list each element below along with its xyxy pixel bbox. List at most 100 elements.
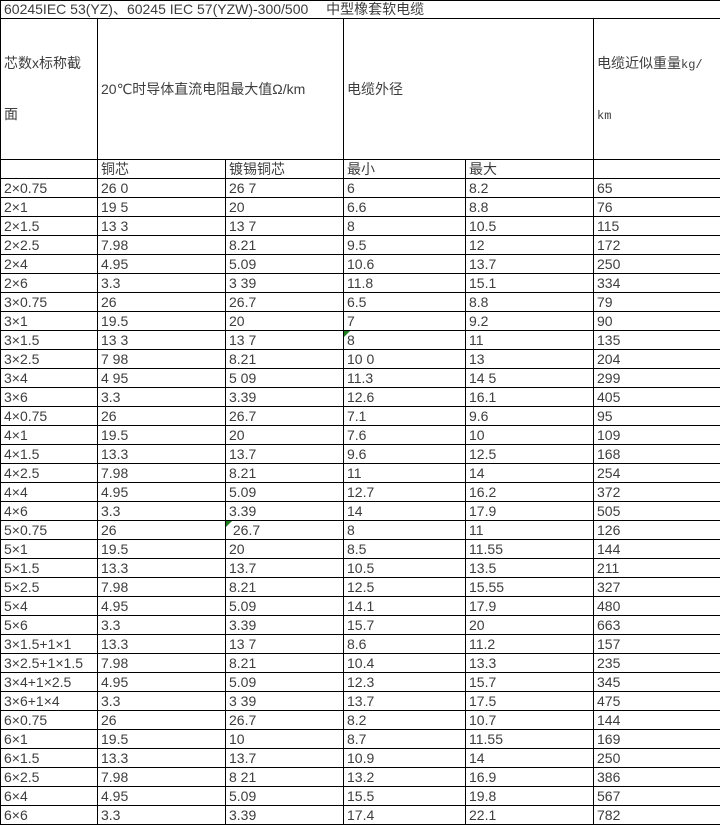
cell-weight: 115: [594, 217, 720, 236]
cell-tinned: 13.7: [226, 749, 344, 768]
cell-min: 10 0: [344, 350, 466, 369]
cell-copper: 19 5: [98, 198, 226, 217]
cell-copper: 26 0: [98, 179, 226, 198]
cell-spec: 2×4: [1, 255, 98, 274]
cell-copper: 19.5: [98, 426, 226, 445]
cell-max: 15.1: [466, 274, 594, 293]
cell-copper: 4.95: [98, 673, 226, 692]
cell-tinned: 8.21: [226, 654, 344, 673]
cell-max: 22.1: [466, 806, 594, 825]
cell-min: 8.5: [344, 540, 466, 559]
cell-copper: 13.3: [98, 749, 226, 768]
cell-max: 15.55: [466, 578, 594, 597]
header-approx-weight-unit1: kg/: [681, 58, 703, 72]
cell-copper: 13.3: [98, 559, 226, 578]
cell-min: 12.7: [344, 483, 466, 502]
cell-min: 17.4: [344, 806, 466, 825]
cell-copper: 7.98: [98, 768, 226, 787]
cell-weight: 345: [594, 673, 720, 692]
cell-weight: 372: [594, 483, 720, 502]
cell-copper: 13.3: [98, 635, 226, 654]
cell-min: 14: [344, 502, 466, 521]
subheader-row: 铜芯 镀锡铜芯 最小 最大: [1, 160, 720, 179]
cell-copper: 3.3: [98, 274, 226, 293]
cell-max: 9.6: [466, 407, 594, 426]
cell-tinned: 3 39: [226, 274, 344, 293]
header-core-size-line2: 面: [4, 106, 95, 123]
cell-spec: 6×4: [1, 787, 98, 806]
cell-weight: 79: [594, 293, 720, 312]
cell-copper: 19.5: [98, 540, 226, 559]
cell-min: 14.1: [344, 597, 466, 616]
cell-min: 13.7: [344, 692, 466, 711]
subheader-tinned-copper: 镀锡铜芯: [226, 160, 344, 179]
cell-min: 6: [344, 179, 466, 198]
cell-min: 8: [344, 331, 466, 350]
cell-tinned: 26.7: [226, 407, 344, 426]
cell-tinned: 5.09: [226, 597, 344, 616]
cell-copper: 7.98: [98, 578, 226, 597]
cell-weight: 172: [594, 236, 720, 255]
cell-min: 7: [344, 312, 466, 331]
cell-min: 10.4: [344, 654, 466, 673]
cell-max: 12: [466, 236, 594, 255]
cell-copper: 3.3: [98, 616, 226, 635]
cell-max: 16.1: [466, 388, 594, 407]
subheader-max: 最大: [466, 160, 594, 179]
cell-weight: 475: [594, 692, 720, 711]
cell-max: 11.2: [466, 635, 594, 654]
cell-copper: 7.98: [98, 236, 226, 255]
cell-copper: 7.98: [98, 654, 226, 673]
cell-weight: 90: [594, 312, 720, 331]
cell-weight: 144: [594, 540, 720, 559]
cell-spec: 4×1: [1, 426, 98, 445]
cell-spec: 3×1.5+1×1: [1, 635, 98, 654]
cell-min: 9.6: [344, 445, 466, 464]
cell-max: 12.5: [466, 445, 594, 464]
header-approx-weight-cjk: 电缆近似重量: [597, 55, 681, 71]
cell-weight: 76: [594, 198, 720, 217]
cell-max: 8.8: [466, 293, 594, 312]
cell-spec: 2×6: [1, 274, 98, 293]
cell-spec: 4×0.75: [1, 407, 98, 426]
cell-max: 10.7: [466, 711, 594, 730]
cell-tinned: 8.21: [226, 350, 344, 369]
cell-weight: 254: [594, 464, 720, 483]
table-header: 60245IEC 53(YZ)、60245 IEC 57(YZW)-300/50…: [1, 1, 720, 179]
cell-tinned: 20: [226, 426, 344, 445]
cell-spec: 6×1.5: [1, 749, 98, 768]
cell-weight: 169: [594, 730, 720, 749]
subheader-copper: 铜芯: [98, 160, 226, 179]
cell-max: 13.5: [466, 559, 594, 578]
number-stored-as-text-flag-icon: [344, 331, 350, 337]
cell-max: 16.2: [466, 483, 594, 502]
cell-tinned: 3.39: [226, 502, 344, 521]
cell-copper: 3.3: [98, 806, 226, 825]
cell-copper: 3.3: [98, 502, 226, 521]
cell-max: 20: [466, 616, 594, 635]
cell-min: 6.5: [344, 293, 466, 312]
cell-weight: 480: [594, 597, 720, 616]
subheader-empty-left: [1, 160, 98, 179]
cell-copper: 3.3: [98, 388, 226, 407]
cell-max: 14: [466, 464, 594, 483]
cell-max: 13.7: [466, 255, 594, 274]
cell-spec: 5×1: [1, 540, 98, 559]
cell-min: 12.3: [344, 673, 466, 692]
cell-max: 13: [466, 350, 594, 369]
cell-spec: 6×2.5: [1, 768, 98, 787]
cell-spec: 2×1: [1, 198, 98, 217]
cell-min: 12.5: [344, 578, 466, 597]
cell-copper: 26: [98, 521, 226, 540]
cell-min: 7.1: [344, 407, 466, 426]
cell-copper: 7.98: [98, 464, 226, 483]
cell-min: 8: [344, 521, 466, 540]
cell-weight: 334: [594, 274, 720, 293]
